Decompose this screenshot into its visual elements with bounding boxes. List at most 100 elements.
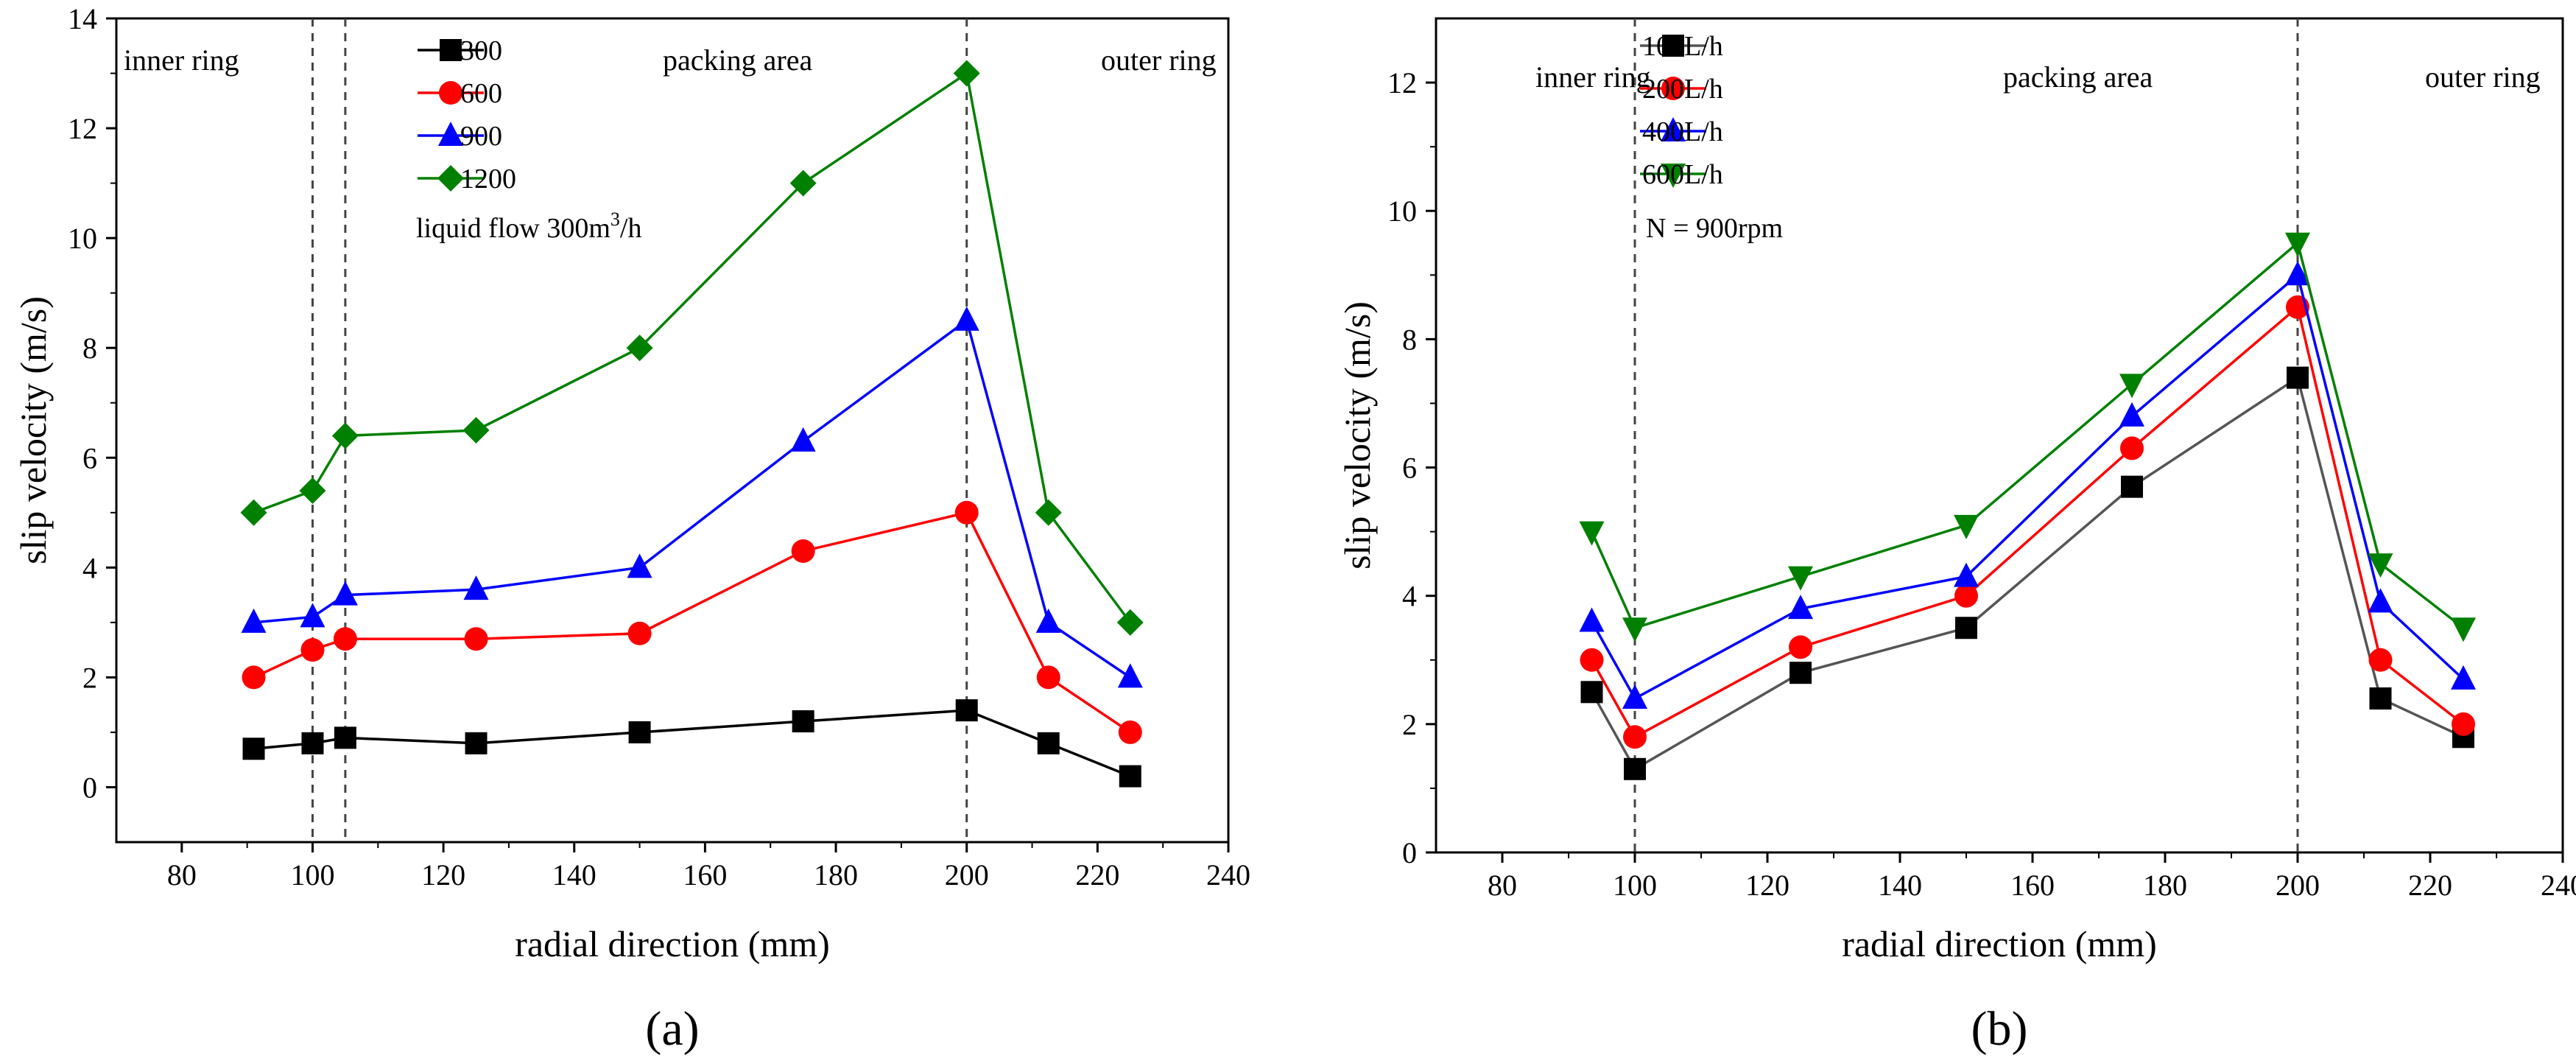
y-tick-label: 0	[1402, 836, 1417, 869]
data-point	[1580, 648, 1604, 672]
data-point	[2285, 261, 2310, 286]
data-point	[627, 621, 652, 645]
plot-frame	[1435, 17, 2564, 854]
x-tick-label: 220	[2408, 869, 2452, 902]
data-point	[954, 500, 979, 525]
data-point	[242, 738, 265, 760]
data-point	[1037, 732, 1060, 754]
data-point	[332, 581, 358, 606]
data-point	[299, 477, 326, 504]
legend-label: 600L/h	[1642, 159, 1723, 190]
y-tick-label: 14	[68, 2, 97, 35]
legend-marker	[1661, 164, 1686, 188]
y-tick-label: 0	[82, 771, 97, 804]
y-tick-label: 8	[1402, 323, 1417, 356]
data-point	[2119, 374, 2144, 399]
x-tick-label: 240	[2541, 869, 2576, 902]
data-point	[2119, 402, 2144, 427]
data-point	[1119, 765, 1141, 788]
legend-label: 1200	[460, 164, 516, 195]
data-point	[241, 608, 267, 633]
y-axis-title: slip velocity (m/s)	[1337, 301, 1378, 570]
data-point	[1954, 514, 1979, 539]
region-label: inner ring	[124, 43, 239, 77]
data-point	[300, 638, 325, 662]
legend-marker	[439, 81, 462, 105]
data-point	[789, 169, 817, 197]
data-point	[334, 726, 356, 749]
legend-label: 400L/h	[1642, 116, 1723, 147]
data-point	[2451, 617, 2476, 642]
legend-label: 900	[460, 121, 502, 152]
panel-label: (a)	[645, 1002, 699, 1056]
x-tick-label: 80	[1488, 869, 1517, 902]
x-axis-title: radial direction (mm)	[1842, 923, 2157, 964]
legend-marker	[437, 165, 464, 192]
data-point	[333, 627, 357, 651]
data-point	[242, 665, 266, 690]
legend-label: 200L/h	[1642, 74, 1723, 105]
data-point	[2287, 366, 2309, 389]
chart-panel-b: 80 100 120 140 160 180 200 220 240 0 2 4 6 8 10 12 radia…	[1337, 17, 2576, 1056]
data-point	[301, 732, 324, 754]
x-tick-label: 140	[552, 858, 597, 891]
legend-label: 300	[460, 35, 502, 66]
data-point	[954, 306, 979, 331]
annotation-text: N = 900rpm	[1646, 213, 1783, 244]
annotation-main: liquid flow 300m	[416, 213, 610, 244]
x-tick-label: 200	[2276, 869, 2320, 902]
data-point	[2368, 553, 2393, 578]
region-label: packing area	[2003, 60, 2153, 94]
series-line-600	[253, 511, 1131, 734]
chart-panel-a: 80 100 120 140 160 180 200 220 240 0 2 4 6 8 10 12 14 rad…	[13, 2, 1250, 1056]
y-tick-label: 12	[68, 112, 97, 145]
data-point	[2368, 648, 2393, 672]
series-line-600l-h	[1590, 240, 2465, 630]
data-point	[1579, 607, 1605, 632]
y-tick-label: 4	[82, 551, 97, 584]
y-axis-title: slip velocity (m/s)	[13, 296, 54, 564]
data-point	[464, 627, 488, 651]
x-tick-label: 120	[1745, 869, 1790, 902]
annotation-main: N = 900rpm	[1646, 213, 1783, 244]
data-point	[1954, 562, 1979, 587]
data-point	[1035, 608, 1061, 633]
data-point	[240, 499, 267, 526]
data-point	[628, 721, 651, 743]
annotation-superscript: 3	[610, 209, 620, 230]
legend-marker	[1661, 77, 1685, 100]
data-point	[463, 575, 489, 600]
series-line-1200	[253, 71, 1132, 623]
x-tick-label: 140	[1878, 869, 1922, 902]
data-point	[626, 334, 653, 362]
data-point	[792, 710, 814, 733]
y-tick-label: 8	[82, 332, 97, 365]
y-tick-label: 6	[82, 441, 97, 474]
series-line-100l-h	[1590, 375, 2464, 771]
data-point	[627, 553, 652, 578]
data-point	[2369, 687, 2392, 710]
data-point	[953, 60, 980, 87]
data-point	[1955, 617, 1977, 640]
data-point	[1622, 617, 1647, 642]
x-tick-label: 240	[1206, 858, 1250, 891]
x-tick-label: 100	[1613, 869, 1657, 902]
data-point	[1623, 725, 1647, 749]
x-tick-label: 160	[683, 858, 727, 891]
data-point	[1117, 663, 1143, 688]
data-point	[1116, 609, 1144, 636]
data-point	[1580, 681, 1603, 704]
legend-label: 100L/h	[1642, 31, 1723, 62]
legend-marker	[1661, 117, 1686, 141]
x-tick-label: 120	[421, 858, 465, 891]
x-tick-label: 100	[290, 858, 334, 891]
panel-label: (b)	[1971, 1002, 2028, 1056]
legend-marker	[1662, 35, 1684, 57]
series-line-300	[253, 709, 1131, 778]
y-tick-label: 2	[1402, 708, 1417, 741]
data-point	[1954, 584, 1978, 608]
data-point	[2121, 475, 2143, 498]
data-point	[1579, 521, 1605, 546]
series-line-400l-h	[1590, 273, 2465, 701]
